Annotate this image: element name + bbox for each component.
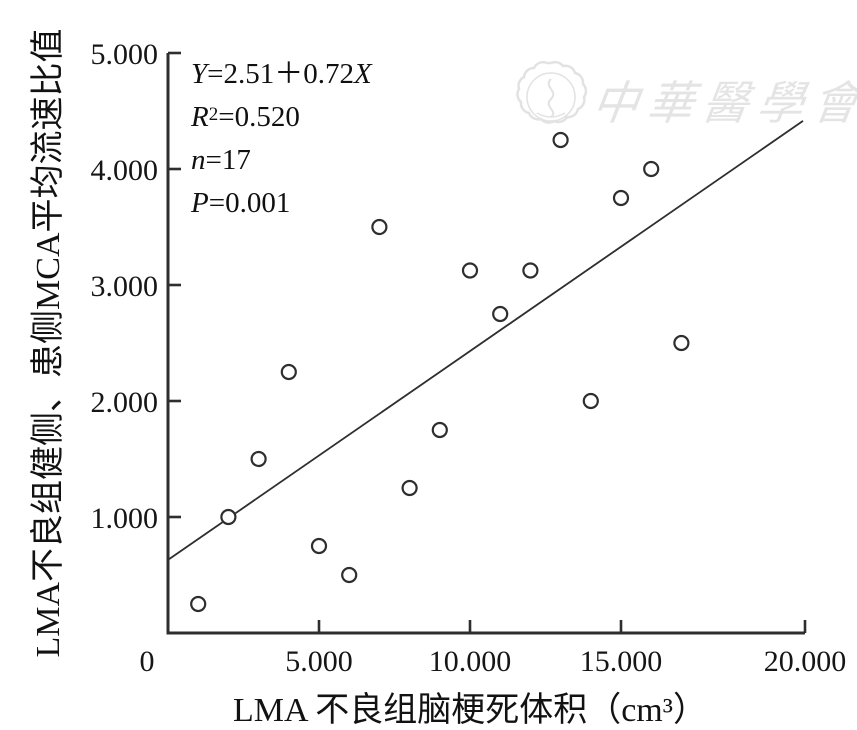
axes <box>166 53 805 635</box>
var-r: R <box>191 101 209 133</box>
data-point <box>522 262 539 279</box>
data-point <box>612 189 630 207</box>
var-p: P <box>191 187 209 219</box>
y-tick-label: 4.000 <box>91 154 159 187</box>
var-n: n <box>191 144 206 176</box>
y-tick-label: 2.000 <box>91 386 159 419</box>
data-point <box>280 363 297 381</box>
data-point <box>401 479 418 497</box>
y-tick-label: 3.000 <box>91 270 159 303</box>
data-point <box>431 421 448 439</box>
r-squared-text: R2=0.520 <box>191 101 300 133</box>
p-value-text: P=0.001 <box>191 187 291 219</box>
data-point <box>341 566 358 584</box>
trend-line <box>167 120 804 561</box>
equation-text: Y=2.51＋0.72X <box>191 58 372 90</box>
x-tick-label: 0 <box>140 645 155 678</box>
data-point <box>461 262 479 279</box>
sample-size-text: n=17 <box>191 144 251 176</box>
data-point <box>310 537 328 555</box>
data-point <box>582 392 599 410</box>
y-tick-label: 1.000 <box>91 502 159 535</box>
x-tick-label: 5.000 <box>285 645 353 678</box>
var-y: Y <box>191 58 208 90</box>
data-point <box>492 305 509 323</box>
data-point <box>190 595 207 613</box>
data-point <box>250 450 267 468</box>
var-x: X <box>354 58 372 90</box>
data-point <box>371 218 388 236</box>
x-axis-title: LMA 不良组脑梗死体积（cm³） <box>233 692 707 729</box>
regression-annotation: Y=2.51＋0.72X R2=0.520 n=17 P=0.001 <box>191 53 372 225</box>
y-tick-label: 5.000 <box>91 38 159 71</box>
y-axis-title: LMA不良组健侧、患侧MCA平均流速比值 <box>30 28 67 658</box>
data-point <box>643 160 660 178</box>
data-point <box>552 131 569 149</box>
data-point <box>673 334 690 352</box>
x-tick-label: 10.000 <box>429 645 512 678</box>
data-point <box>220 508 237 526</box>
x-tick-label: 15.000 <box>580 645 663 678</box>
x-tick-label: 20.000 <box>764 645 847 678</box>
